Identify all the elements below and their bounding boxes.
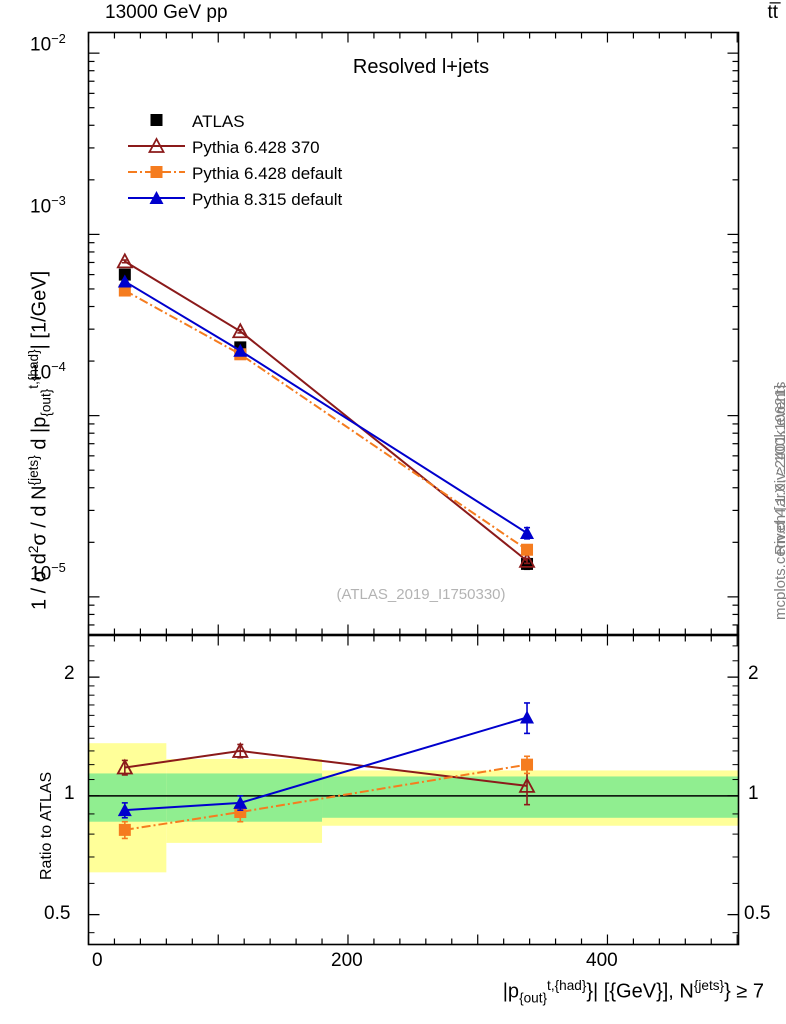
y-tick-label-1e-5: 10−5 xyxy=(30,560,66,585)
ratio-marker-1-1 xyxy=(234,806,247,819)
legend-marker-0 xyxy=(150,114,163,126)
ratio-marker-1-2 xyxy=(521,758,534,771)
plot-title-text: Resolved l+jets xyxy=(352,56,490,78)
ratio-marker-1-0 xyxy=(118,823,131,836)
main-marker-3-0 xyxy=(117,274,132,288)
main-marker-1-1 xyxy=(231,322,249,339)
main-panel-frame xyxy=(87,31,740,636)
x-tick-label-400: 400 xyxy=(586,950,618,971)
header-beam-label: 13000 GeV pp xyxy=(105,2,228,23)
analysis-watermark-text: (ATLAS_2019_I1750330) xyxy=(336,586,506,603)
legend-label-pythia6-default: Pythia 6.428 default xyxy=(192,164,343,183)
ratio-tick-label-1-left: 1 xyxy=(64,783,75,804)
main-marker-1-0 xyxy=(116,252,134,269)
x-tick-label-200: 200 xyxy=(331,950,363,971)
ratio-marker-2-1 xyxy=(233,795,248,809)
y-tick-label-1e-3: 10−3 xyxy=(30,193,66,218)
ratio-tick-label-2-left: 2 xyxy=(64,663,75,684)
y-tick-label-1e-4: 10−4 xyxy=(30,359,66,384)
legend-marker-3 xyxy=(149,191,164,204)
main-marker-3-2 xyxy=(520,526,535,540)
ratio-marker-0-0 xyxy=(116,758,134,775)
main-series-line-2 xyxy=(124,289,528,551)
y-tick-label-1e-2: 10−2 xyxy=(30,31,66,56)
legend-marker-2 xyxy=(150,166,163,178)
ratio-marker-0-2 xyxy=(518,776,536,793)
main-marker-3-1 xyxy=(233,343,248,357)
ratio-tick-label-1-right: 1 xyxy=(748,783,759,804)
ratio-tick-label-2-right: 2 xyxy=(748,663,759,684)
legend-label-pythia6-370: Pythia 6.428 370 xyxy=(192,138,320,157)
plot-title: Resolved l+jets xyxy=(0,56,786,79)
legend-label-atlas: ATLAS xyxy=(192,112,245,131)
header-process-label: tt̅ xyxy=(767,2,778,23)
ratio-series-line-1 xyxy=(124,763,528,831)
main-series-line-3 xyxy=(124,280,528,534)
main-marker-1-2 xyxy=(518,551,536,568)
ratio-panel-frame xyxy=(87,634,740,946)
main-marker-2-0 xyxy=(118,284,131,297)
main-marker-2-2 xyxy=(521,543,534,556)
legend-marker-1 xyxy=(147,137,166,153)
ratio-tick-label-05-left: 0.5 xyxy=(44,903,71,924)
ratio-tick-label-05-right: 0.5 xyxy=(744,903,771,924)
analysis-watermark: (ATLAS_2019_I1750330) xyxy=(0,586,786,603)
ratio-band-inner-2 xyxy=(322,776,739,818)
legend-label-pythia8-default: Pythia 8.315 default xyxy=(192,190,343,209)
main-series-line-1 xyxy=(124,260,528,562)
ratio-marker-2-2 xyxy=(520,710,535,724)
x-tick-label-0: 0 xyxy=(92,950,103,971)
ratio-marker-0-1 xyxy=(231,742,249,758)
ratio-marker-2-0 xyxy=(117,803,132,817)
x-axis-label: |p{out}t,{had}}| [{GeV}], N{jets}} ≥ 7 xyxy=(502,978,764,1006)
